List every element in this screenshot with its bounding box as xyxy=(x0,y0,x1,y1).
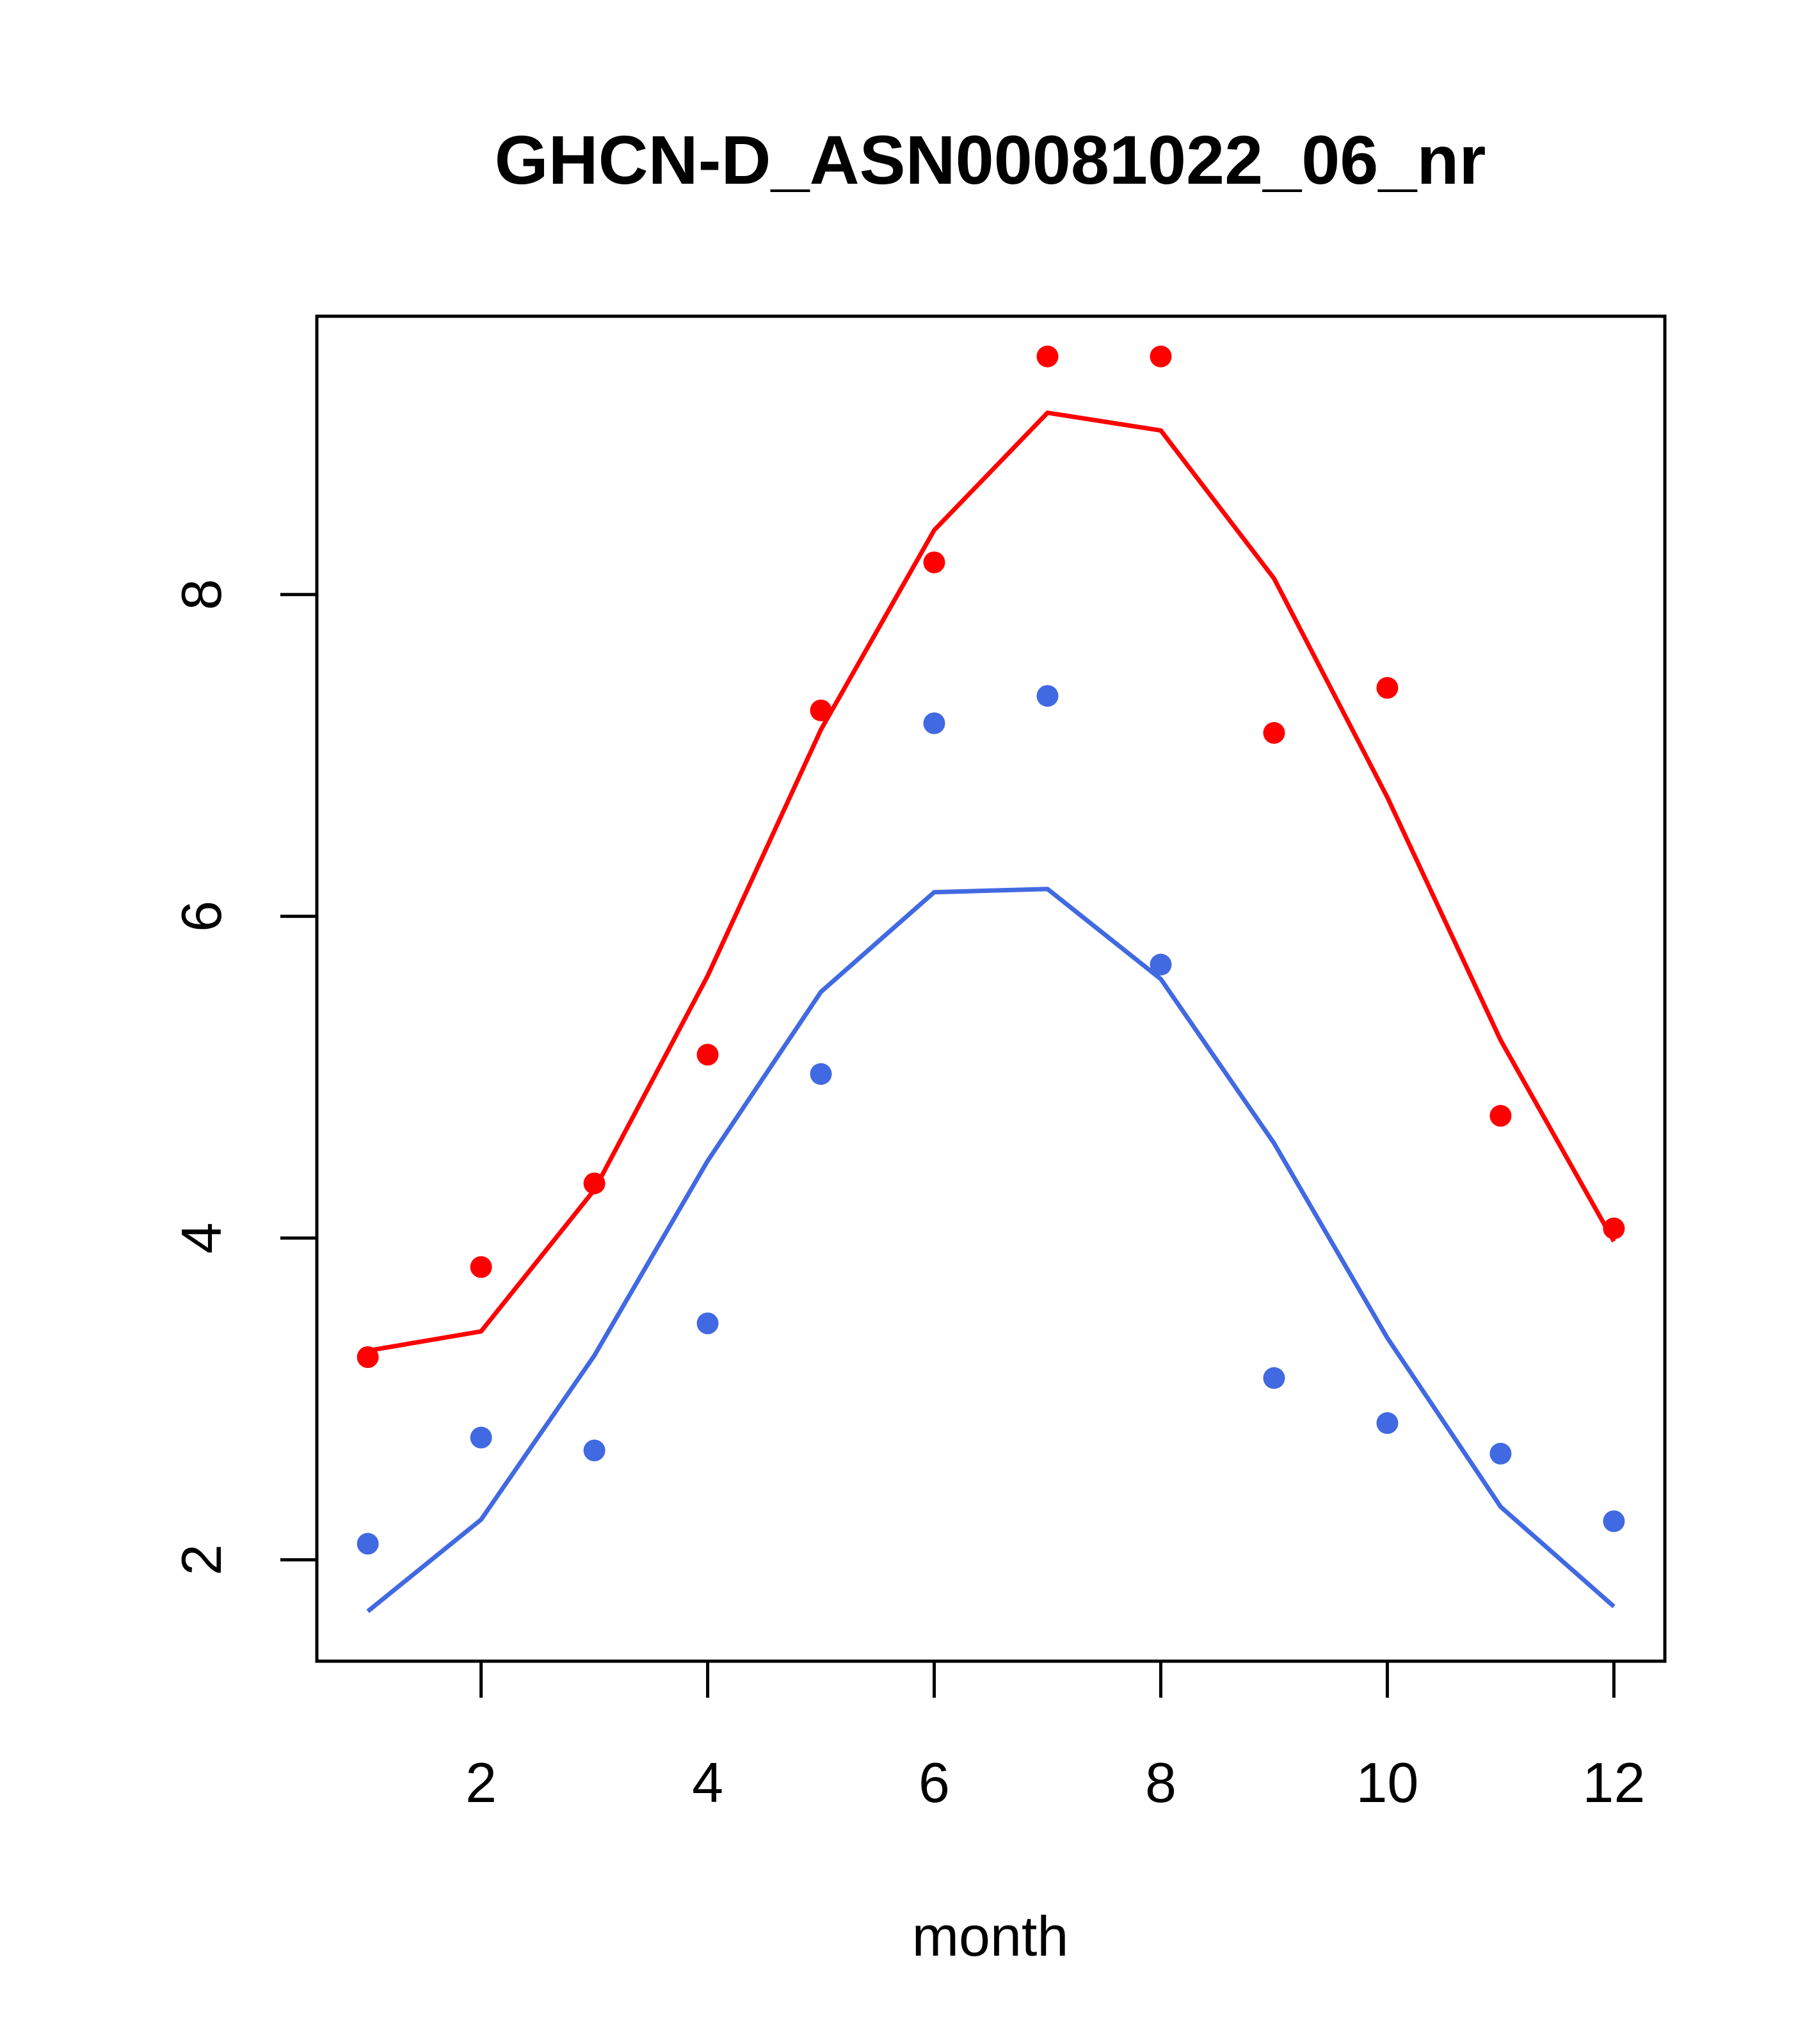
series-1-point-9 xyxy=(1263,1367,1285,1389)
x-tick-label-10: 10 xyxy=(1356,1751,1418,1814)
series-1-point-10 xyxy=(1376,1412,1399,1435)
x-tick-label-4: 4 xyxy=(692,1751,723,1814)
chart-title: GHCN-D_ASN00081022_06_nr xyxy=(495,121,1486,198)
y-tick-label-8: 8 xyxy=(170,579,233,610)
series-1-point-5 xyxy=(810,1063,832,1085)
series-0-point-1 xyxy=(357,1346,379,1369)
series-0-point-11 xyxy=(1489,1105,1512,1127)
series-0-point-9 xyxy=(1263,721,1285,744)
series-1-point-3 xyxy=(583,1439,606,1461)
y-tick-label-6: 6 xyxy=(170,901,233,932)
x-tick-label-6: 6 xyxy=(919,1751,950,1814)
series-0-point-7 xyxy=(1036,345,1059,367)
series-1-point-12 xyxy=(1603,1510,1625,1533)
series-0-point-12 xyxy=(1603,1217,1625,1239)
y-tick-label-4: 4 xyxy=(170,1223,233,1254)
series-0-line xyxy=(367,410,1616,1353)
series-1-point-2 xyxy=(470,1426,492,1449)
series-1-point-6 xyxy=(923,712,945,734)
series-0-point-3 xyxy=(583,1172,606,1195)
series-1-point-11 xyxy=(1489,1442,1512,1465)
series-1-point-4 xyxy=(696,1312,719,1335)
x-axis-label: month xyxy=(912,1904,1069,1968)
series-1-point-8 xyxy=(1150,953,1172,976)
series-1-point-1 xyxy=(357,1533,379,1555)
x-tick-label-8: 8 xyxy=(1145,1751,1176,1814)
x-tick-label-12: 12 xyxy=(1582,1751,1645,1814)
series-0-point-2 xyxy=(470,1256,492,1278)
y-axis: 2 4 6 8 xyxy=(170,579,319,1575)
series-0-point-8 xyxy=(1150,345,1172,367)
series-1-point-7 xyxy=(1036,685,1059,707)
x-tick-label-2: 2 xyxy=(465,1751,497,1814)
series-0-point-6 xyxy=(923,551,945,574)
y-tick-label-2: 2 xyxy=(170,1544,233,1575)
series-0-point-5 xyxy=(810,699,832,721)
x-axis: 2 4 6 8 10 12 xyxy=(465,1659,1645,1814)
series-0-point-10 xyxy=(1376,677,1399,699)
series-layer xyxy=(357,345,1625,1613)
series-0-point-4 xyxy=(696,1043,719,1066)
series-1-line xyxy=(366,887,1616,1613)
